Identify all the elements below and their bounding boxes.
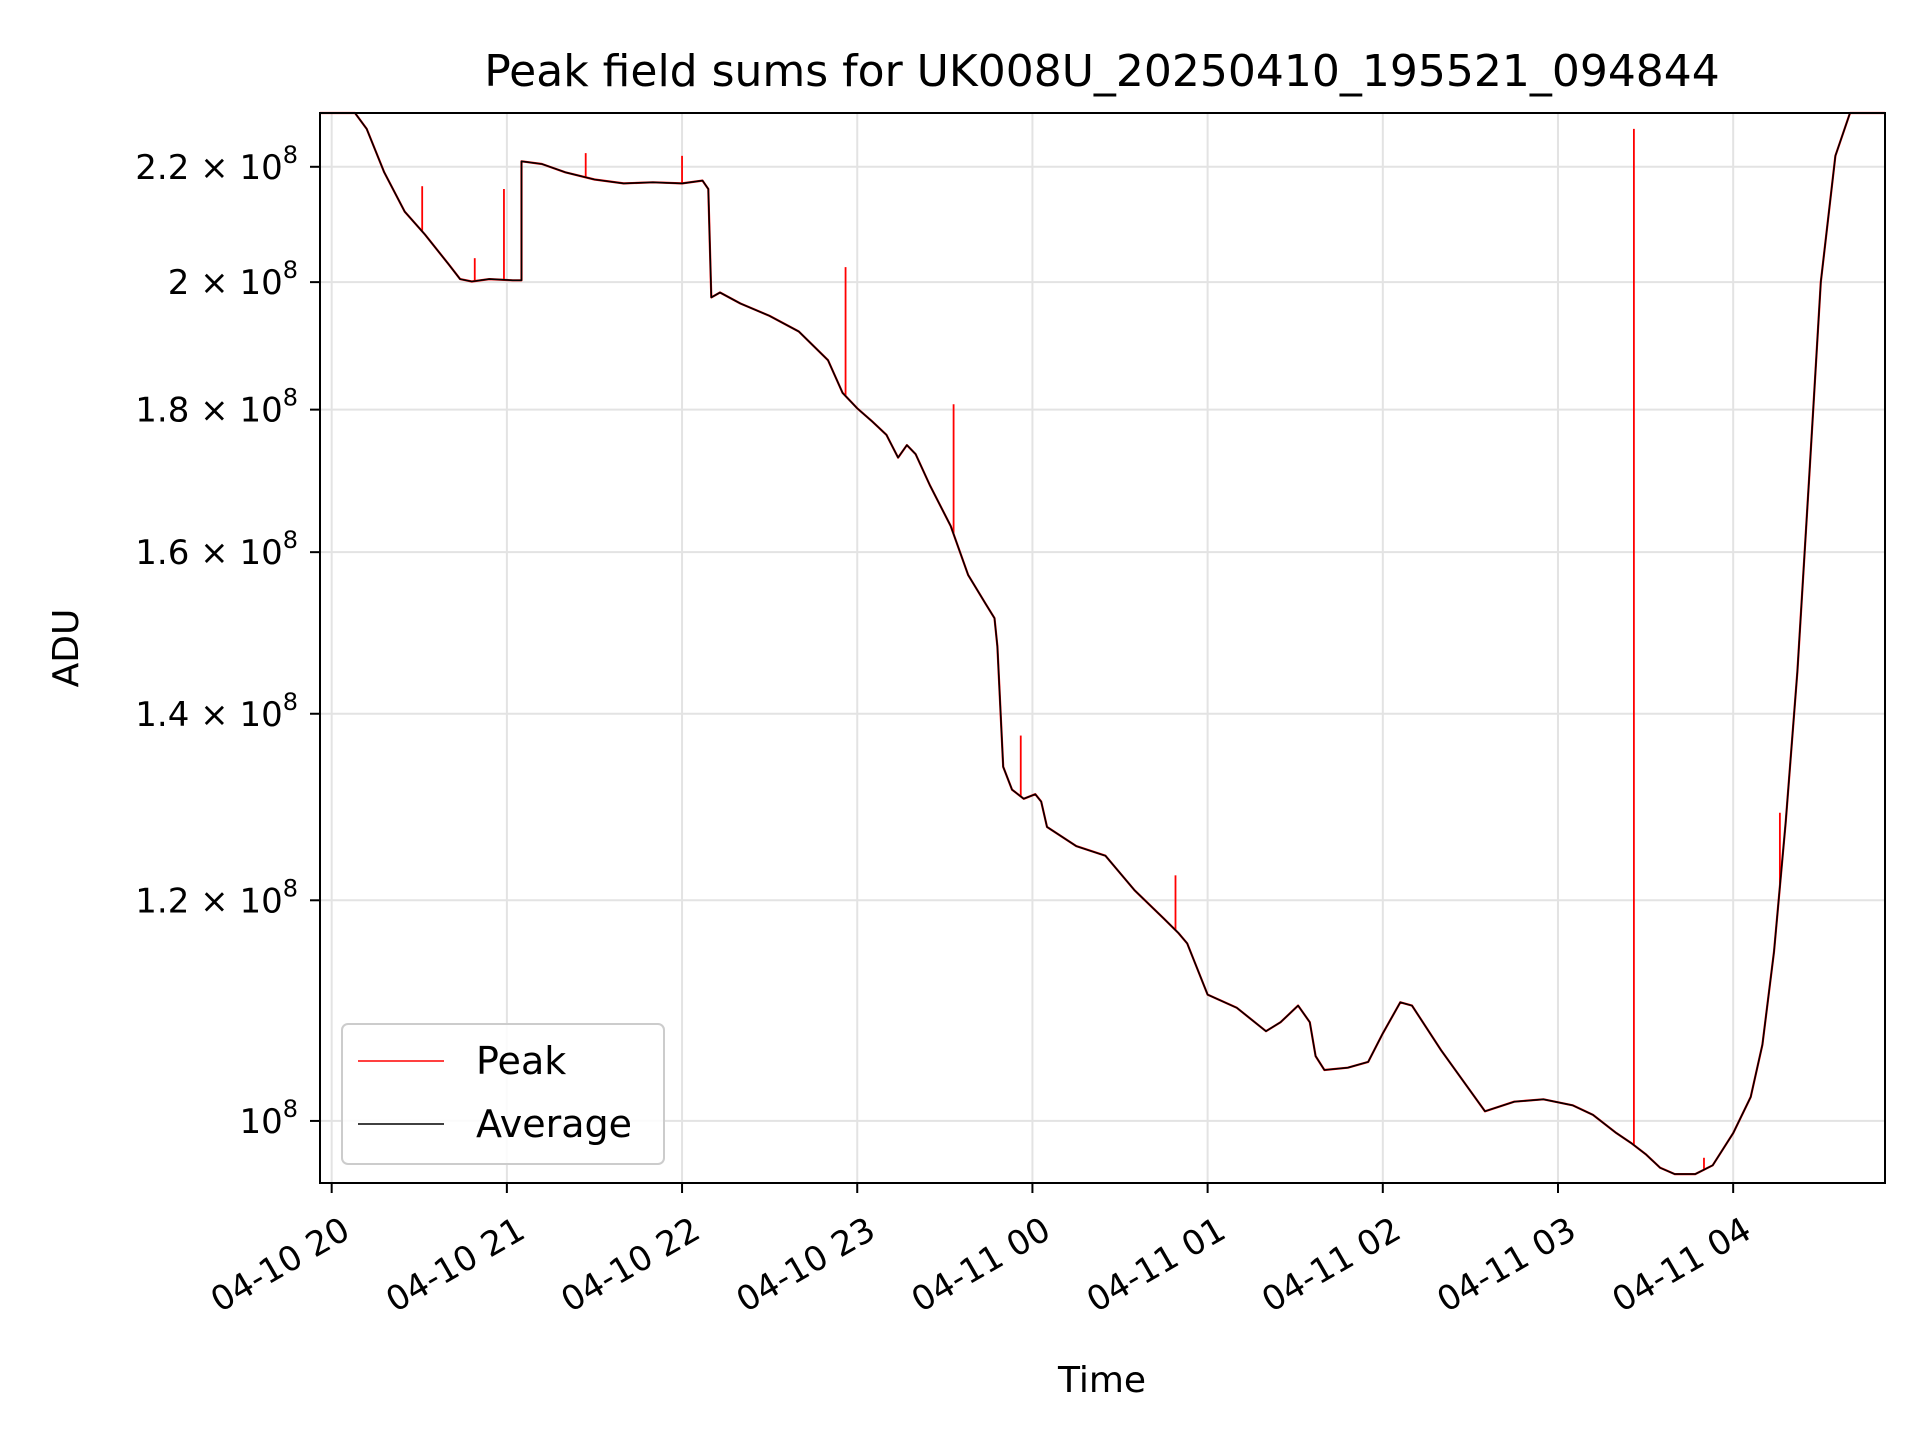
y-tick-label: 1.6 × 108: [135, 526, 298, 573]
plot-frame: [319, 112, 1886, 1184]
legend: Peak Average: [341, 1023, 665, 1165]
chart-title: Peak field sums for UK008U_20250410_1955…: [484, 46, 1720, 97]
series-line-average: [320, 112, 1885, 1175]
series-layer: [320, 111, 1885, 1176]
y-tick-label: 2 × 108: [168, 256, 298, 303]
legend-label-average: Average: [476, 1102, 632, 1146]
y-tick-label: 108: [239, 1095, 298, 1142]
y-axis-title: ADU: [46, 609, 87, 688]
y-tick-label: 1.4 × 108: [135, 688, 298, 735]
legend-label-peak: Peak: [476, 1039, 566, 1083]
y-tick-label: 1.8 × 108: [135, 384, 298, 431]
y-tick-label: 1.2 × 108: [135, 874, 298, 921]
y-tick-label: 2.2 × 108: [135, 141, 298, 188]
grid: [320, 113, 1885, 1183]
y-axis: 108 1.2 × 108 1.4 × 108 1.6 × 108 1.8 × 108 2…: [135, 141, 320, 1142]
x-axis-title: Time: [1057, 1360, 1146, 1401]
legend-box: [341, 1023, 665, 1165]
